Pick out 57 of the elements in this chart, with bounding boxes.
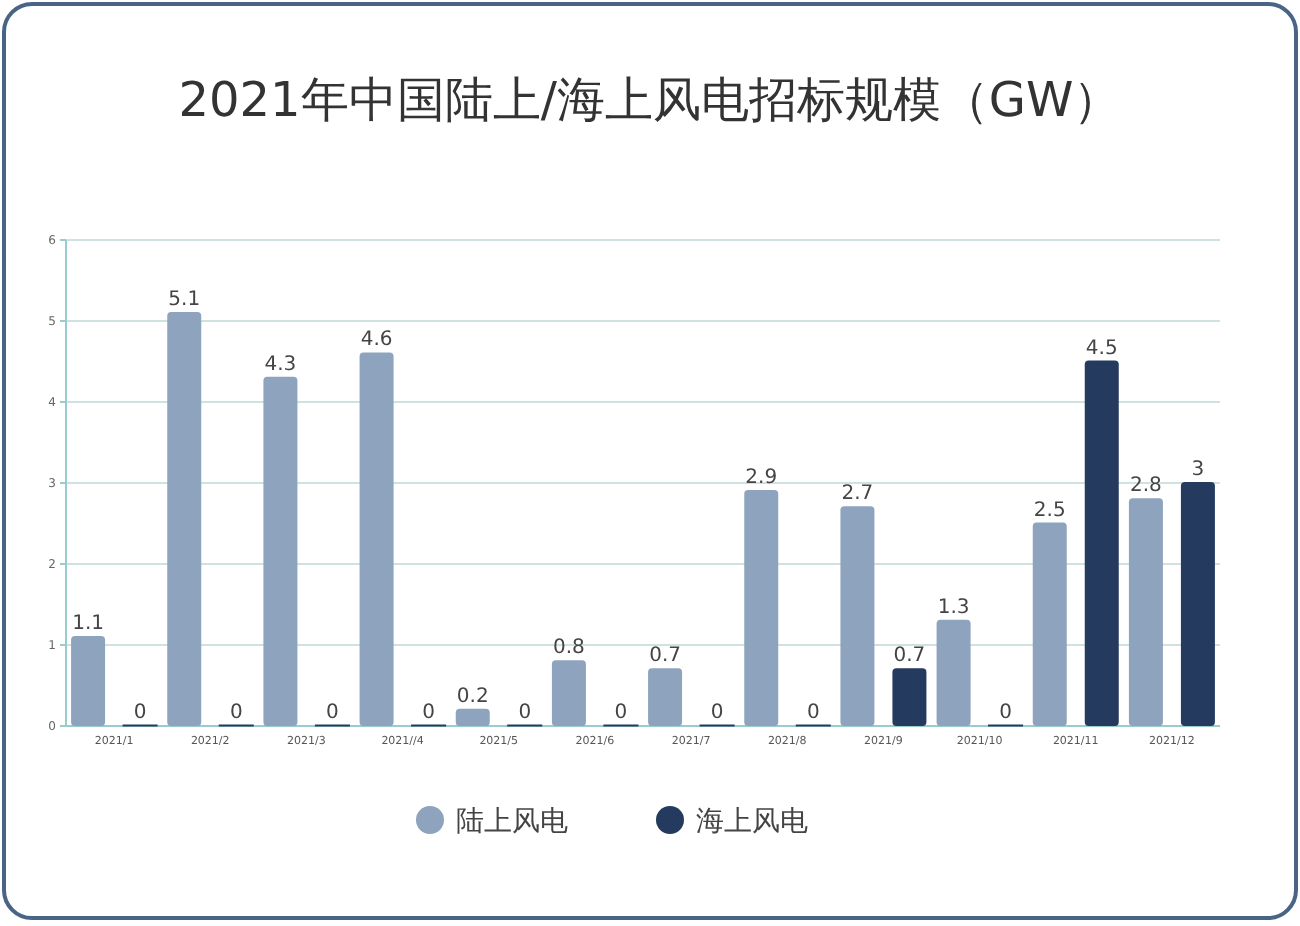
bar: [551, 660, 586, 726]
bar: [892, 668, 927, 726]
bar: 3: [1180, 459, 1215, 726]
bar: [936, 619, 971, 726]
bar: 0: [507, 702, 543, 727]
data-label: 0.7: [893, 645, 926, 668]
legend-label: 海上风电: [696, 806, 808, 838]
data-label: 0: [133, 702, 147, 724]
bar: 2.9: [744, 467, 779, 726]
data-label: 0: [614, 702, 628, 724]
data-label: 2.5: [1033, 499, 1066, 522]
legend-label: 陆上风电: [456, 806, 568, 838]
data-label: 4.6: [360, 329, 393, 352]
data-label: 2.9: [745, 467, 778, 490]
bar: 1.1: [71, 612, 106, 726]
bar: 2.8: [1128, 475, 1163, 726]
bar: 0: [699, 702, 735, 727]
bar: 0: [411, 702, 447, 727]
bar: [71, 635, 106, 726]
data-label: 0: [806, 702, 820, 724]
bar: 0: [314, 702, 350, 727]
bar: 2.7: [840, 483, 875, 726]
data-label: 4.3: [264, 353, 297, 376]
bar: [455, 708, 490, 726]
data-label: 0: [518, 702, 532, 724]
bar: 0: [988, 702, 1024, 727]
title: 2021年中国陆上/海上风电招标规模（GW）: [178, 72, 1122, 128]
data-label: 1.3: [937, 596, 970, 619]
bar: 5.1: [167, 288, 202, 726]
bar: 0.2: [455, 685, 490, 726]
data-label: 1.1: [72, 612, 104, 635]
bar: 4.3: [263, 353, 298, 726]
data-label: 2.7: [841, 483, 874, 506]
bar: 4.6: [359, 329, 394, 726]
bar: 0.7: [648, 645, 683, 726]
data-label: 4.5: [1085, 337, 1118, 360]
data-label: 0: [422, 702, 435, 724]
data-label: 0: [326, 702, 339, 724]
bar: 0: [122, 702, 158, 727]
bar: 0.7: [892, 645, 927, 726]
bar: 0: [218, 702, 254, 727]
bar: 0: [603, 702, 639, 727]
data-label: 0.2: [456, 685, 489, 708]
data-label: 3: [1191, 459, 1205, 481]
data-label: 5.1: [168, 288, 201, 311]
data-label: 2.8: [1130, 475, 1162, 498]
bar: [648, 668, 683, 726]
data-label: 0: [999, 702, 1012, 724]
bar: 2.5: [1032, 499, 1067, 726]
bar: 1.3: [936, 596, 971, 726]
bar: 4.5: [1084, 337, 1119, 726]
data-label: 0: [710, 702, 724, 724]
data-label: 0: [229, 702, 243, 724]
data-label: 0.7: [649, 645, 681, 668]
bar: 0.8: [551, 637, 586, 726]
bar: 0: [795, 702, 831, 727]
data-label: 0.8: [553, 637, 585, 660]
